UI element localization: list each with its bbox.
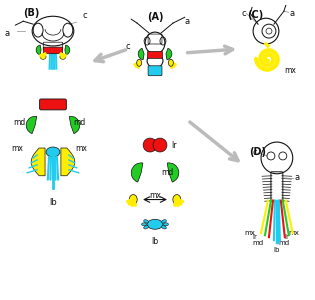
Text: md: md [73, 118, 85, 127]
Text: c: c [242, 9, 246, 18]
Wedge shape [131, 163, 143, 182]
FancyBboxPatch shape [43, 47, 63, 54]
Text: a: a [185, 17, 190, 26]
Wedge shape [138, 48, 144, 60]
Polygon shape [31, 148, 45, 176]
Circle shape [143, 138, 157, 152]
Text: lb: lb [152, 237, 158, 246]
Text: c: c [252, 148, 257, 158]
Text: lr: lr [252, 234, 257, 240]
FancyBboxPatch shape [40, 99, 66, 110]
Text: md: md [279, 240, 290, 246]
Text: mx: mx [11, 143, 23, 152]
Ellipse shape [162, 220, 166, 223]
Text: (A): (A) [147, 12, 163, 22]
Text: lb: lb [274, 247, 280, 253]
Circle shape [153, 138, 167, 152]
Ellipse shape [137, 59, 142, 66]
Text: lr: lr [285, 234, 290, 240]
FancyBboxPatch shape [148, 66, 162, 76]
Ellipse shape [40, 54, 46, 59]
Text: c: c [83, 11, 87, 20]
Ellipse shape [60, 54, 66, 59]
Text: a: a [4, 28, 9, 38]
Text: c: c [126, 43, 130, 52]
Ellipse shape [173, 195, 181, 205]
Text: lb: lb [49, 198, 57, 207]
Ellipse shape [46, 147, 60, 157]
Wedge shape [166, 48, 172, 60]
Ellipse shape [163, 223, 169, 226]
Text: mx: mx [149, 190, 161, 200]
Text: md: md [161, 168, 173, 177]
Text: lr: lr [171, 140, 176, 149]
Ellipse shape [169, 59, 173, 66]
Wedge shape [26, 116, 37, 134]
Text: mx: mx [75, 143, 87, 152]
Wedge shape [167, 163, 179, 182]
Text: (C): (C) [247, 10, 263, 20]
Polygon shape [61, 148, 75, 176]
Text: mx: mx [289, 230, 300, 236]
Text: (B): (B) [23, 8, 40, 18]
Wedge shape [69, 116, 80, 134]
Text: mx: mx [244, 230, 255, 236]
Wedge shape [65, 45, 70, 55]
Ellipse shape [144, 226, 148, 229]
Ellipse shape [129, 195, 137, 205]
Text: a: a [295, 173, 300, 182]
Text: md: md [252, 240, 263, 246]
FancyBboxPatch shape [148, 51, 163, 58]
Ellipse shape [144, 220, 148, 223]
Text: md: md [13, 118, 25, 127]
Text: mx: mx [284, 66, 296, 75]
Wedge shape [36, 45, 41, 55]
Text: a: a [290, 9, 295, 18]
Text: (D): (D) [249, 147, 266, 157]
Ellipse shape [142, 223, 146, 226]
Ellipse shape [147, 219, 163, 229]
Ellipse shape [162, 226, 166, 229]
